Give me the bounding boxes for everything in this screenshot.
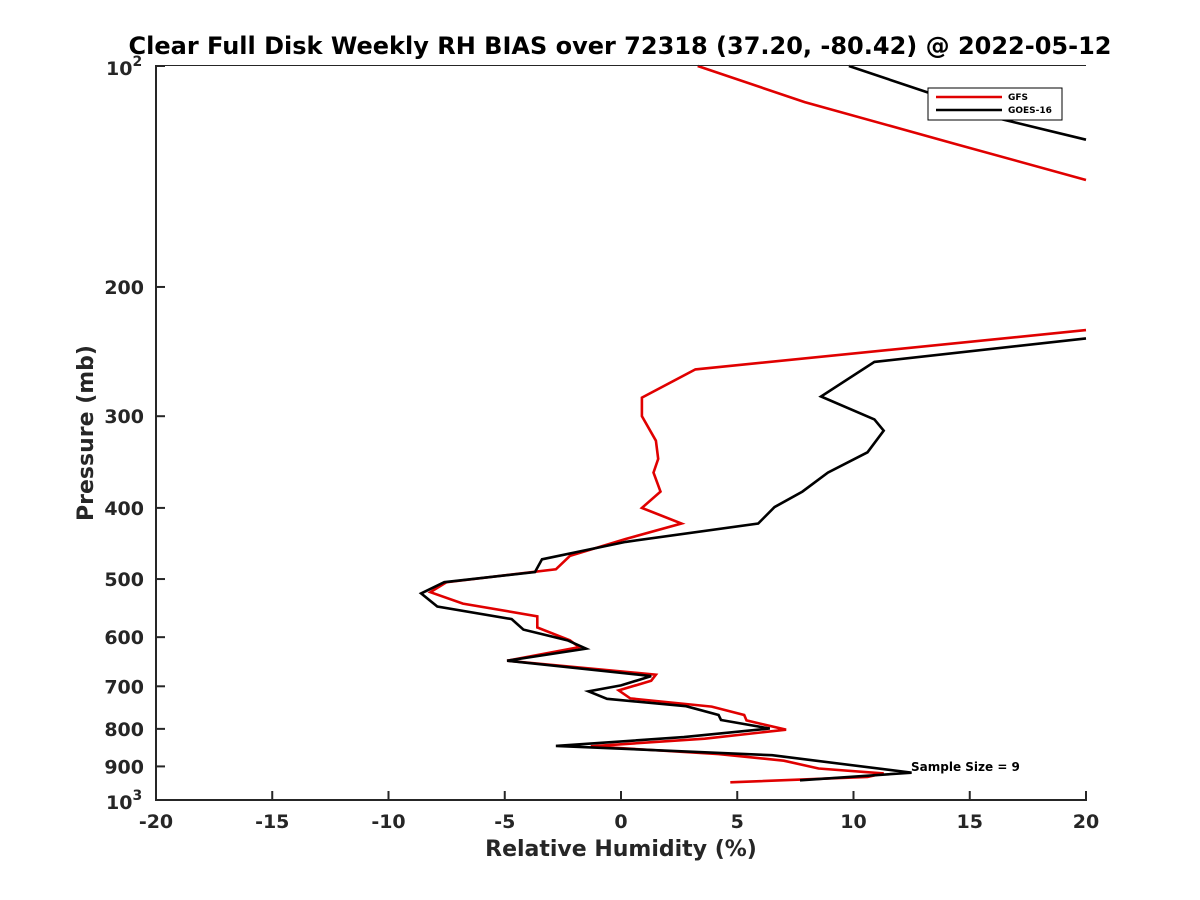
- legend-label-gfs: GFS: [1008, 93, 1028, 103]
- x-tick-label: 10: [840, 811, 866, 833]
- y-axis-line: [155, 65, 157, 801]
- plot-frame-top: [156, 65, 1086, 66]
- series-line-goes-16-segment-2: [418, 337, 1087, 782]
- y-tick-label: 600: [104, 627, 144, 649]
- y-tick-label: 300: [104, 406, 144, 428]
- sample-size-annotation: Sample Size = 9: [911, 760, 1020, 774]
- y-tick-label: 900: [104, 756, 144, 778]
- y-tick-label: 400: [104, 498, 144, 520]
- plot-area: [418, 64, 1087, 784]
- x-tick-label: -20: [139, 811, 173, 833]
- y-axis-ticks: 102 200 300 400 500 600 700 800 900 103: [104, 54, 165, 814]
- series-line-gfs-segment-1: [697, 64, 1087, 182]
- x-tick-label: 15: [957, 811, 983, 833]
- x-tick-label: -5: [494, 811, 515, 833]
- legend-box: [927, 87, 1063, 121]
- x-axis-label: Relative Humidity (%): [485, 837, 757, 862]
- y-tick-label: 200: [104, 277, 144, 299]
- legend-label-goes-16: GOES-16: [1008, 106, 1052, 116]
- y-tick-label: 103: [106, 788, 142, 814]
- series-line-gfs-segment-2: [427, 328, 1087, 784]
- x-tick-label: -15: [255, 811, 289, 833]
- x-tick-label: -10: [371, 811, 405, 833]
- y-tick-label: 700: [104, 676, 144, 698]
- y-tick-label: 500: [104, 569, 144, 591]
- y-axis-label: Pressure (mb): [74, 345, 99, 521]
- x-axis-ticks: -20 -15 -10 -5 0 5 10 15 20: [139, 791, 1099, 833]
- y-tick-label: 102: [106, 54, 142, 80]
- legend: GFS GOES-16: [927, 87, 1063, 121]
- x-tick-label: 20: [1073, 811, 1099, 833]
- x-tick-label: 5: [731, 811, 744, 833]
- chart-title: Clear Full Disk Weekly RH BIAS over 7231…: [129, 32, 1112, 60]
- y-tick-label: 800: [104, 719, 144, 741]
- x-tick-label: 0: [614, 811, 627, 833]
